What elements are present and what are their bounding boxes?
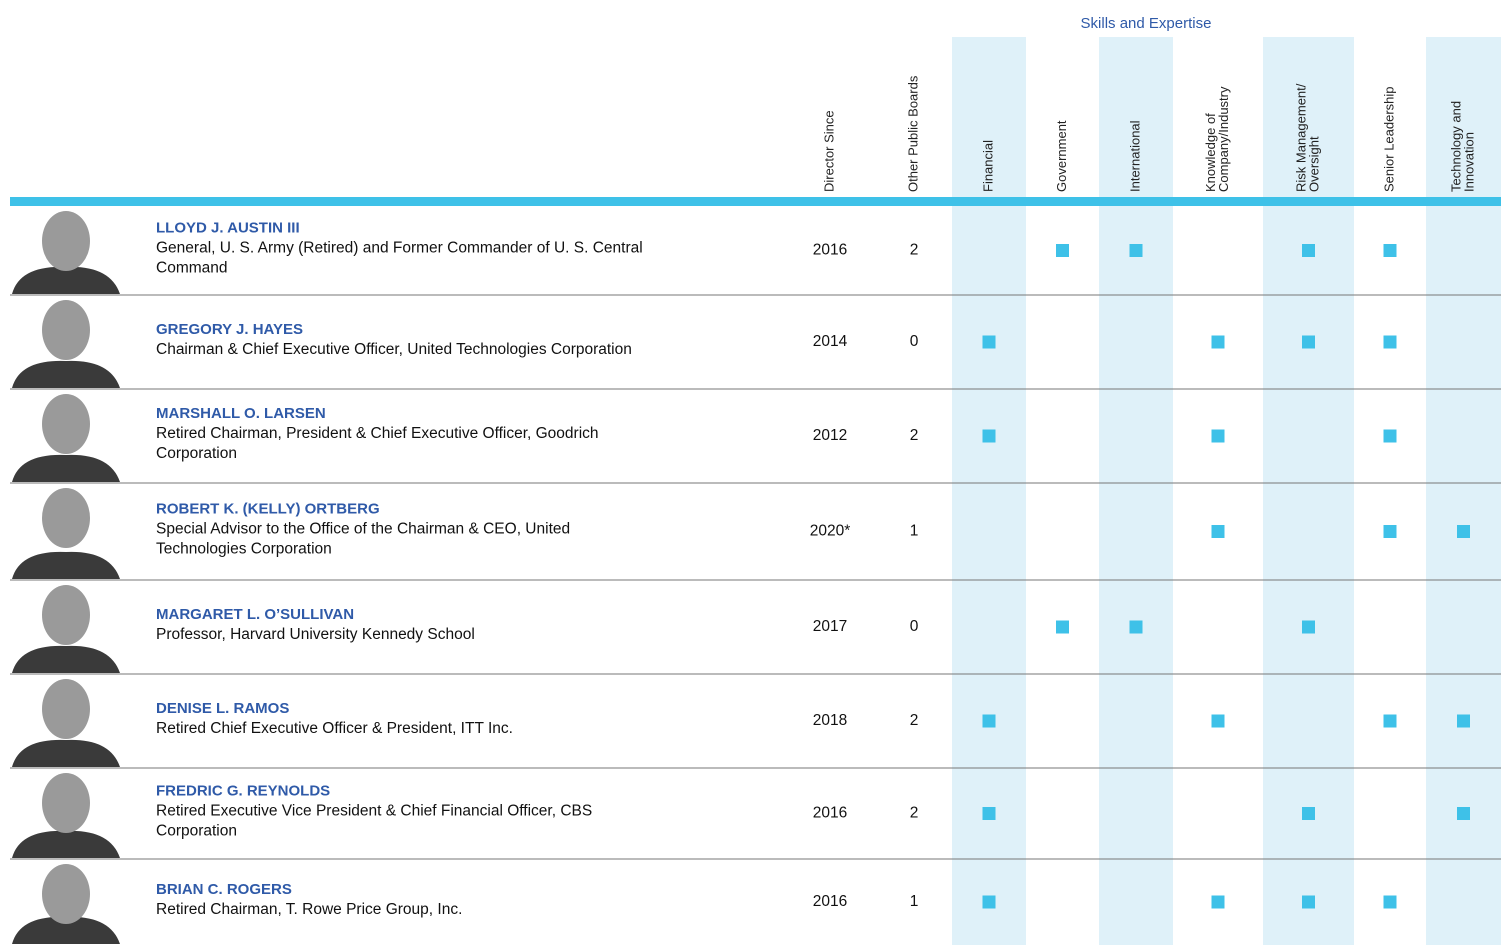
director-title: Retired Executive Vice President & Chief… <box>156 803 592 820</box>
director-title: Technologies Corporation <box>156 541 332 558</box>
column-header: Senior Leadership <box>1381 86 1396 192</box>
director-since: 2012 <box>813 427 847 444</box>
director-name: GREGORY J. HAYES <box>156 321 303 338</box>
director-since: 2016 <box>813 893 847 910</box>
portrait <box>12 488 120 579</box>
director-title: Professor, Harvard University Kennedy Sc… <box>156 626 475 643</box>
director-skills-table: Skills and Expertise Director Since Other… <box>0 0 1501 945</box>
column-header: Oversight <box>1306 136 1321 192</box>
director-since: 2017 <box>813 618 847 635</box>
column-header: Company/Industry <box>1216 86 1231 192</box>
director-name: ROBERT K. (KELLY) ORTBERG <box>156 500 380 517</box>
director-title: Retired Chief Executive Officer & Presid… <box>156 720 513 737</box>
director-since: 2020* <box>810 523 851 540</box>
director-since: 2016 <box>813 805 847 822</box>
skill-marker <box>1384 336 1397 349</box>
portrait <box>12 300 120 388</box>
portrait <box>12 585 120 673</box>
skill-marker <box>1384 715 1397 728</box>
skill-marker <box>1302 244 1315 257</box>
skill-marker <box>1457 525 1470 538</box>
portrait <box>12 394 120 482</box>
skill-marker <box>1130 244 1143 257</box>
other-boards: 0 <box>910 333 919 350</box>
skill-marker <box>1056 621 1069 634</box>
column-header: Other Public Boards <box>905 75 920 192</box>
column-header: Government <box>1054 120 1069 192</box>
skill-marker <box>1130 621 1143 634</box>
director-title: Special Advisor to the Office of the Cha… <box>156 521 570 538</box>
portrait-head <box>42 488 90 548</box>
skill-marker <box>1302 336 1315 349</box>
portrait <box>12 679 120 767</box>
skill-marker <box>1212 896 1225 909</box>
skill-marker <box>983 896 996 909</box>
portrait-shoulders <box>12 552 120 579</box>
skill-marker <box>1384 525 1397 538</box>
skill-marker <box>1302 807 1315 820</box>
header-bar <box>10 197 1501 206</box>
other-boards: 1 <box>910 523 919 540</box>
column-header: Director Since <box>821 110 836 192</box>
portrait-head <box>42 300 90 360</box>
director-name: BRIAN C. ROGERS <box>156 881 292 898</box>
skill-marker <box>1384 896 1397 909</box>
skill-marker <box>1302 896 1315 909</box>
portrait-shoulders <box>12 740 120 767</box>
skill-marker <box>1212 430 1225 443</box>
other-boards: 2 <box>910 805 919 822</box>
skill-marker <box>983 807 996 820</box>
skill-marker <box>1212 715 1225 728</box>
portrait-head <box>42 773 90 833</box>
other-boards: 2 <box>910 712 919 729</box>
portrait-head <box>42 394 90 454</box>
other-boards: 0 <box>910 618 919 635</box>
portrait-head <box>42 679 90 739</box>
other-boards: 1 <box>910 893 919 910</box>
portrait-head <box>42 585 90 645</box>
portrait <box>12 211 120 294</box>
portrait <box>12 864 120 944</box>
director-title: Retired Chairman, President & Chief Exec… <box>156 425 599 442</box>
director-title: Corporation <box>156 445 237 462</box>
other-boards: 2 <box>910 242 919 259</box>
director-name: MARSHALL O. LARSEN <box>156 405 326 422</box>
director-since: 2016 <box>813 242 847 259</box>
director-name: DENISE L. RAMOS <box>156 700 289 717</box>
portrait-shoulders <box>12 646 120 673</box>
skill-marker <box>1457 807 1470 820</box>
director-title: Retired Chairman, T. Rowe Price Group, I… <box>156 901 462 918</box>
director-since: 2014 <box>813 333 848 350</box>
skill-marker <box>1056 244 1069 257</box>
skill-marker <box>1384 430 1397 443</box>
skill-marker <box>1302 621 1315 634</box>
portrait <box>12 773 120 858</box>
column-header: International <box>1127 120 1142 192</box>
column-header: Innovation <box>1461 132 1476 192</box>
portrait-shoulders <box>12 361 120 388</box>
director-title: Command <box>156 260 228 277</box>
skill-marker <box>1457 715 1470 728</box>
director-name: MARGARET L. O’SULLIVAN <box>156 606 354 623</box>
skill-marker <box>983 715 996 728</box>
skill-marker <box>983 430 996 443</box>
director-name: LLOYD J. AUSTIN III <box>156 219 300 236</box>
portrait-head <box>42 864 90 924</box>
group-title: Skills and Expertise <box>1081 15 1212 32</box>
director-since: 2018 <box>813 712 847 729</box>
skill-marker <box>1212 336 1225 349</box>
director-title: Corporation <box>156 823 237 840</box>
skill-marker <box>983 336 996 349</box>
portrait-head <box>42 211 90 271</box>
column-header: Financial <box>980 140 995 192</box>
director-title: General, U. S. Army (Retired) and Former… <box>156 240 643 257</box>
director-name: FREDRIC G. REYNOLDS <box>156 782 330 799</box>
portrait-shoulders <box>12 831 120 858</box>
skill-marker <box>1212 525 1225 538</box>
portrait-shoulders <box>12 455 120 482</box>
skill-marker <box>1384 244 1397 257</box>
other-boards: 2 <box>910 427 919 444</box>
director-title: Chairman & Chief Executive Officer, Unit… <box>156 341 632 358</box>
